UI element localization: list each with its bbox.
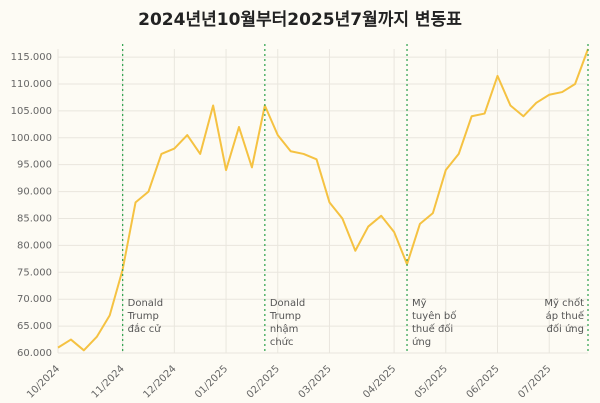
event-label: Mỹ xyxy=(412,298,427,309)
event-label: tuyên bố xyxy=(412,310,456,322)
price-line xyxy=(57,48,589,352)
event-label: Trump xyxy=(127,311,159,322)
y-tick-label: 80.000 xyxy=(17,240,52,251)
event-label: nhậm xyxy=(270,323,299,335)
y-tick-label: 115.000 xyxy=(11,52,52,63)
event-label: Donald xyxy=(270,298,305,309)
y-tick-label: 105.000 xyxy=(11,106,52,117)
y-tick-label: 85.000 xyxy=(17,213,52,224)
event-label: áp thuế xyxy=(546,310,585,322)
y-tick-label: 100.000 xyxy=(11,133,52,144)
event-label: Trump xyxy=(269,311,301,322)
y-tick-label: 95.000 xyxy=(17,160,52,171)
event-label: Donald xyxy=(128,298,163,309)
event-label: đối ứng xyxy=(547,323,584,335)
event-label: Mỹ chốt xyxy=(544,297,584,309)
y-tick-label: 65.000 xyxy=(17,321,52,332)
y-tick-label: 70.000 xyxy=(17,294,52,305)
event-label: đắc cử xyxy=(128,322,162,335)
y-tick-label: 60.000 xyxy=(17,348,52,359)
event-label: thuế đối xyxy=(412,323,453,335)
y-tick-label: 75.000 xyxy=(17,267,52,278)
y-tick-label: 110.000 xyxy=(11,79,52,90)
y-tick-label: 90.000 xyxy=(17,187,52,198)
chart-title: 2024년년10월부터2025년7월까지 변동표 xyxy=(138,10,462,30)
event-label: ứng xyxy=(412,336,431,348)
event-label: chức xyxy=(270,336,294,348)
